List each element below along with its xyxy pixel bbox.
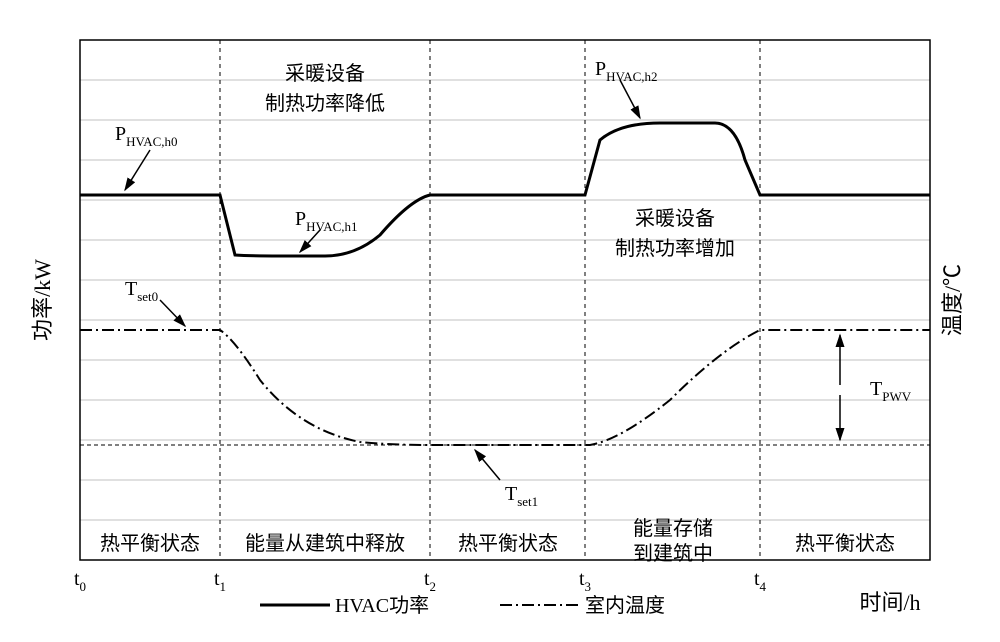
anno-reduce-l2: 制热功率降低 xyxy=(265,92,385,115)
grid xyxy=(80,80,930,520)
temp-curve xyxy=(80,330,930,445)
region-3: 热平衡状态 xyxy=(458,532,558,555)
anno-reduce-l1: 采暖设备 xyxy=(285,62,365,85)
svg-text:PHVAC,h0: PHVAC,h0 xyxy=(115,123,178,149)
hvac-chart: PHVAC,h0 PHVAC,h1 PHVAC,h2 Tset0 Tset1 T… xyxy=(20,20,980,620)
arrow-ph2 xyxy=(620,80,640,118)
time-separators xyxy=(220,40,760,560)
svg-text:t1: t1 xyxy=(214,568,226,594)
label-ph1: PHVAC,h1 xyxy=(295,208,358,234)
power-curve xyxy=(80,123,930,256)
x-ticks: t0 t1 t2 t3 t4 xyxy=(74,568,767,594)
anno-increase-l2: 制热功率增加 xyxy=(615,237,735,260)
arrow-tset0 xyxy=(160,300,185,326)
svg-text:t4: t4 xyxy=(754,568,767,594)
region-2: 能量从建筑中释放 xyxy=(245,532,405,555)
anno-increase-l1: 采暖设备 xyxy=(635,207,715,230)
plot-border xyxy=(80,40,930,560)
x-label: 时间/h xyxy=(859,590,920,615)
arrow-ph0 xyxy=(125,150,150,190)
region-1: 热平衡状态 xyxy=(100,532,200,555)
region-4-l1: 能量存储 xyxy=(633,517,713,540)
label-tset0: Tset0 xyxy=(125,278,158,304)
label-ph0: PHVAC,h0 xyxy=(115,123,178,149)
legend: HVAC功率 室内温度 xyxy=(260,594,665,617)
svg-text:t3: t3 xyxy=(579,568,591,594)
arrow-tset1 xyxy=(475,450,500,480)
svg-text:Tset1: Tset1 xyxy=(505,483,538,509)
label-tset1: Tset1 xyxy=(505,483,538,509)
y-right-label: 温度/℃ xyxy=(940,264,965,336)
svg-text:PHVAC,h1: PHVAC,h1 xyxy=(295,208,358,234)
svg-text:t0: t0 xyxy=(74,568,86,594)
legend-power: HVAC功率 xyxy=(335,594,429,617)
region-5: 热平衡状态 xyxy=(795,532,895,555)
svg-text:Tset0: Tset0 xyxy=(125,278,158,304)
legend-temp: 室内温度 xyxy=(585,594,665,617)
y-left-label: 功率/kW xyxy=(30,259,55,341)
region-4-l2: 到建筑中 xyxy=(633,542,713,565)
svg-text:t2: t2 xyxy=(424,568,436,594)
